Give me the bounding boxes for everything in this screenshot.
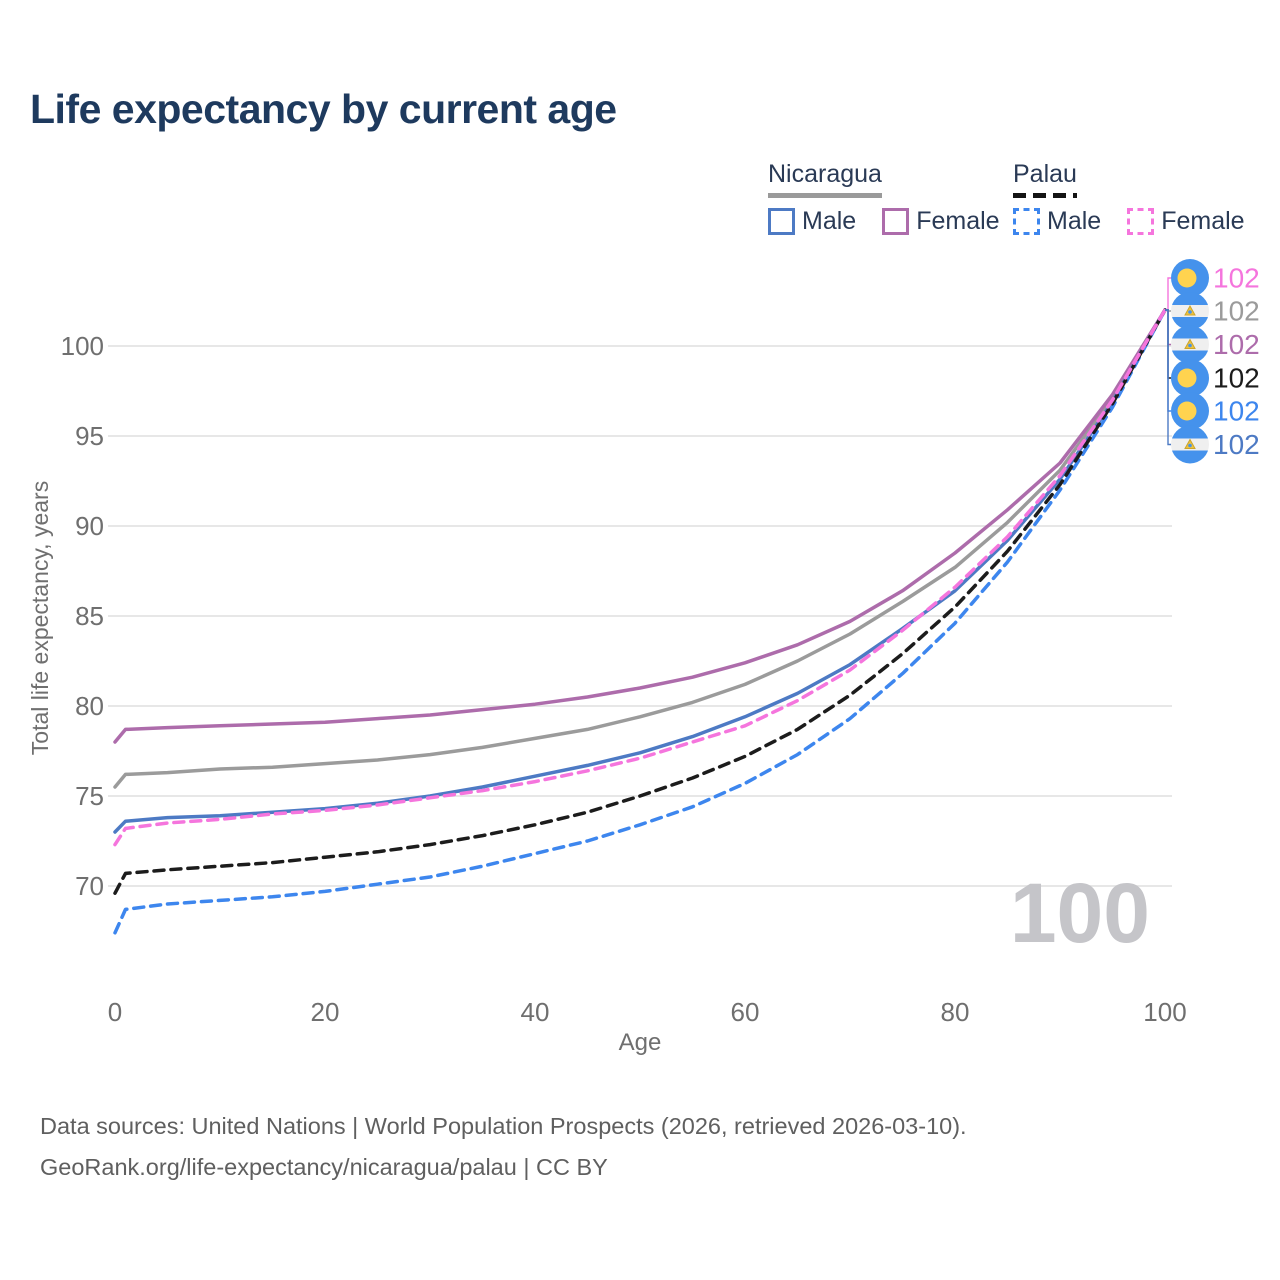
endpoint-label-palau-female: 102 xyxy=(1171,259,1260,297)
legend-row: Male Female xyxy=(768,207,1018,236)
series-line-nicaragua[interactable] xyxy=(113,308,1167,789)
endpoint-value: 102 xyxy=(1213,296,1260,327)
palau-flag-icon xyxy=(1171,392,1209,430)
y-tick-label-75: 75 xyxy=(75,781,104,811)
series-line-nicaragua-male[interactable] xyxy=(113,308,1167,834)
series-line-palau[interactable] xyxy=(113,308,1167,895)
x-axis-title: Age xyxy=(619,1029,662,1056)
y-tick-label-70: 70 xyxy=(75,871,104,901)
y-tick-label-100: 100 xyxy=(61,331,104,361)
endpoint-connector-palau-female xyxy=(1165,277,1171,311)
legend-header-nicaragua[interactable]: Nicaragua xyxy=(768,160,882,198)
data-sources-line: Data sources: United Nations | World Pop… xyxy=(40,1113,967,1139)
series-line-palau-female[interactable] xyxy=(113,308,1167,847)
legend-header-label: Nicaragua xyxy=(768,160,882,188)
endpoint-label-nicaragua-female: 102 xyxy=(1171,325,1260,364)
endpoint-label-palau: 102 xyxy=(1171,359,1260,397)
legend-group-palau: Palau Male Female xyxy=(1013,160,1263,236)
x-tick-label-0: 0 xyxy=(108,997,122,1027)
endpoint-label-nicaragua-male: 102 xyxy=(1171,425,1260,464)
legend-swatch-palau-female xyxy=(1127,208,1155,235)
legend-item-label: Female xyxy=(916,207,1000,235)
legend-item-palau-female[interactable]: Female xyxy=(1127,207,1245,236)
x-tick-label-80: 80 xyxy=(941,997,970,1027)
palau-flag-icon xyxy=(1171,259,1209,297)
endpoint-value: 102 xyxy=(1213,363,1260,394)
endpoint-value: 102 xyxy=(1213,396,1260,427)
legend-item-nicaragua-male[interactable]: Male xyxy=(768,207,856,236)
age-watermark: 100 xyxy=(1010,866,1150,960)
legend-underline-dashed xyxy=(1013,193,1077,198)
x-tick-label-20: 20 xyxy=(311,997,340,1027)
legend: Nicaragua Male Female Palau xyxy=(0,160,1280,246)
legend-swatch-palau-male xyxy=(1013,208,1040,235)
chart-footer: Data sources: United Nations | World Pop… xyxy=(40,1106,967,1188)
series-line-palau-male[interactable] xyxy=(113,308,1167,935)
legend-row: Male Female xyxy=(1013,207,1263,236)
endpoint-label-palau-male: 102 xyxy=(1171,392,1260,430)
legend-item-label: Female xyxy=(1161,207,1245,235)
legend-swatch-nicaragua-female xyxy=(882,208,910,235)
legend-item-palau-male[interactable]: Male xyxy=(1013,207,1101,236)
legend-item-label: Male xyxy=(1047,207,1102,235)
x-tick-label-100: 100 xyxy=(1143,997,1186,1027)
nicaragua-flag-icon xyxy=(1171,325,1209,364)
endpoint-value: 102 xyxy=(1213,263,1260,294)
attribution-line: GeoRank.org/life-expectancy/nicaragua/pa… xyxy=(40,1154,608,1180)
legend-group-nicaragua: Nicaragua Male Female xyxy=(768,160,1018,236)
legend-swatch-nicaragua-male xyxy=(768,208,795,235)
y-axis-title: Total life expectancy, years xyxy=(27,481,53,755)
y-tick-label-85: 85 xyxy=(75,601,104,631)
x-tick-label-40: 40 xyxy=(521,997,550,1027)
endpoint-connector-nicaragua-male xyxy=(1165,309,1171,446)
endpoint-label-nicaragua: 102 xyxy=(1171,292,1260,330)
palau-flag-icon xyxy=(1171,359,1209,397)
endpoint-value: 102 xyxy=(1213,329,1260,360)
legend-header-palau[interactable]: Palau xyxy=(1013,160,1077,198)
series-line-nicaragua-female[interactable] xyxy=(113,308,1167,744)
legend-item-label: Male xyxy=(802,207,857,235)
legend-item-nicaragua-female[interactable]: Female xyxy=(882,207,1000,236)
nicaragua-flag-icon xyxy=(1171,292,1209,330)
endpoint-value: 102 xyxy=(1213,429,1260,460)
legend-header-label: Palau xyxy=(1013,160,1077,188)
legend-underline-solid xyxy=(768,193,882,198)
nicaragua-flag-icon xyxy=(1171,425,1209,464)
y-tick-label-90: 90 xyxy=(75,511,104,541)
x-tick-label-60: 60 xyxy=(731,997,760,1027)
page-title: Life expectancy by current age xyxy=(30,86,617,132)
y-tick-label-80: 80 xyxy=(75,691,104,721)
y-tick-label-95: 95 xyxy=(75,421,104,451)
